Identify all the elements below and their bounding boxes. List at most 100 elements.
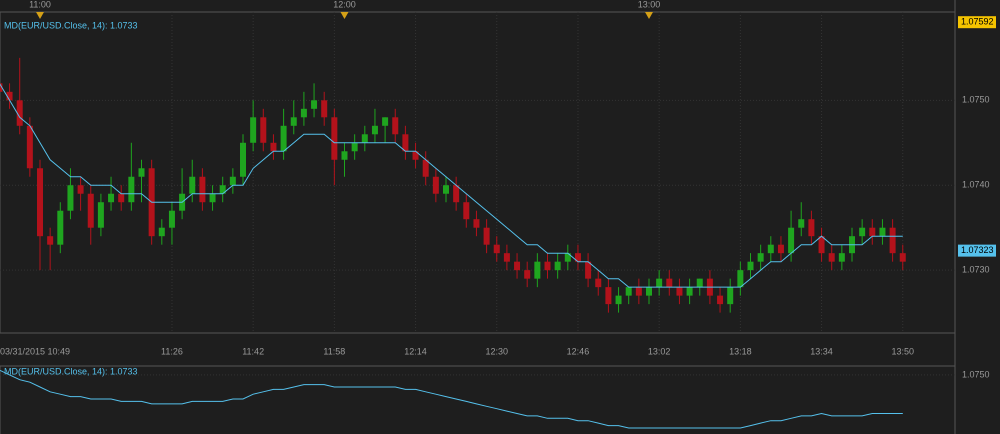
candle-body [615,295,622,305]
x-tick-label: 12:46 [567,346,590,356]
candle-body [635,287,642,296]
x-tick-label: 13:18 [729,346,752,356]
candle-body [270,142,277,152]
candle-body [605,287,612,305]
x-tick-label: 11:42 [242,346,264,356]
x-tick-label: 13:50 [891,346,914,356]
candle-body [189,176,196,194]
candle-body [382,117,389,126]
candle-body [818,236,825,254]
candle-body [412,151,419,160]
candle-body [0,83,3,92]
price-marker [958,244,996,257]
candle-body [97,202,104,228]
candle-body [321,100,328,118]
x-tick-label: 13:02 [648,346,671,356]
candle-body [788,227,795,254]
candle-body [229,176,236,186]
candle-body [889,227,896,254]
candle-body [483,227,490,245]
candle-body [828,253,835,262]
indicator-label: MD(EUR/USD.Close, 14): 1.0733 [4,366,138,376]
y-tick-label: 1.0740 [962,180,990,190]
candle-body [585,261,592,279]
candle-body [290,117,297,126]
candle-body [26,125,33,169]
candle-body [514,261,521,271]
indicator-panel [0,365,956,434]
candle-body [757,253,764,262]
candle-body [869,227,876,237]
candle-body [138,168,145,177]
candle-body [767,244,774,254]
candle-body [300,108,307,118]
candle-body [808,219,815,237]
candle-body [838,253,845,262]
indicator-line [0,369,903,429]
candle-body [199,176,206,203]
x-tick-label: 12:30 [485,346,508,356]
candle-body [331,117,338,160]
y-tick-label: 1.0750 [962,95,990,105]
y-tick-label: 1.0730 [962,265,990,275]
top-tick-label: 11:00 [29,0,51,9]
candle-body [859,227,866,237]
candle-body [209,193,216,203]
candle-body [747,261,754,271]
candle-body [371,125,378,135]
candle-body [402,134,409,152]
candle-body [737,270,744,288]
indicator-label: MD(EUR/USD.Close, 14): 1.0733 [4,20,138,30]
price-marker [958,16,996,29]
candle-body [717,295,724,305]
x-tick-label: 12:14 [404,346,427,356]
candle-body [158,227,165,237]
candle-body [118,193,125,203]
top-tick-label: 12:00 [333,0,356,9]
x-tick-label: 11:26 [161,346,183,356]
candle-body [168,210,175,228]
session-marker [36,12,44,19]
ma-line [0,83,903,288]
candle-body [798,219,805,228]
candle-body [57,210,64,245]
candle-body [656,278,663,288]
candle-body [422,159,429,177]
candle-body [625,287,632,296]
candle-body [87,193,94,228]
candle-body [463,202,470,220]
candle-body [453,185,460,203]
price-marker-label: 1.07323 [961,245,994,255]
candle-body [311,100,318,109]
candle-body [564,253,571,262]
candle-body [219,185,226,194]
session-marker [645,12,653,19]
candle-body [16,100,23,126]
y-tick-label: 1.0750 [962,369,990,379]
x-tick-label: 11:58 [323,346,345,356]
candle-body [676,287,683,296]
candle-body [554,261,561,271]
candle-body [260,117,267,143]
candle-body [361,134,368,143]
candle-body [240,142,246,177]
candle-body [544,261,551,271]
candle-body [879,227,886,237]
candle-body [777,244,784,254]
candle-body [341,151,348,160]
candle-body [727,287,734,305]
candle-body [432,176,439,194]
candle-body [47,236,54,245]
candle-body [503,253,510,262]
candle-body [6,91,13,101]
candle-body [534,261,541,279]
top-tick-label: 13:00 [638,0,661,9]
candle-body [666,278,673,288]
candle-body [108,193,115,203]
candle-body [646,287,652,296]
candle-body [686,287,693,296]
candle-body [443,185,449,194]
candle-body [128,176,135,203]
